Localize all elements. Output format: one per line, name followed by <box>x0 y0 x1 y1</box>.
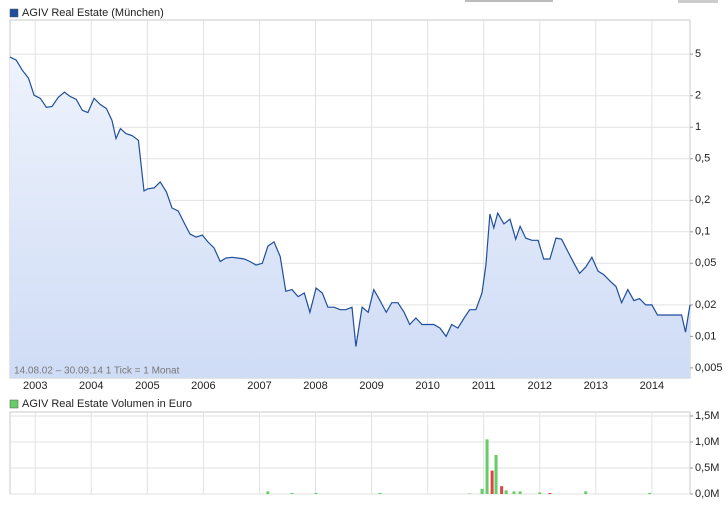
x-tick-label: 2005 <box>135 380 159 392</box>
x-tick-label: 2012 <box>528 380 552 392</box>
volume-bar <box>548 492 552 494</box>
y-tick-label: 0,2 <box>695 194 710 206</box>
area-fill <box>10 57 690 378</box>
x-tick-label: 2011 <box>472 380 496 392</box>
volume-bar <box>518 491 522 494</box>
legend-label: AGIV Real Estate Volumen in Euro <box>22 398 192 410</box>
x-tick-label: 2014 <box>640 380 664 392</box>
x-tick-label: 2004 <box>79 380 103 392</box>
legend-label: AGIV Real Estate (München) <box>22 7 164 19</box>
y-tick-label: 1,0M <box>695 436 719 448</box>
plot-area <box>9 411 691 495</box>
volume-bar <box>266 491 270 494</box>
volume-bar <box>480 488 484 494</box>
volume-bar <box>468 493 472 494</box>
volume-bar <box>584 491 588 494</box>
volume-bar <box>512 491 516 494</box>
volume-bar <box>504 490 508 494</box>
subtitle: 14.08.02 – 30.09.14 1 Tick = 1 Monat <box>14 366 180 377</box>
y-tick-label: 0,005 <box>695 362 723 374</box>
y-tick-label: 0,5M <box>695 462 719 474</box>
y-tick-label: 1 <box>695 121 701 133</box>
volume-bar <box>290 492 294 494</box>
legend-swatch <box>9 8 19 18</box>
y-tick-label: 0,1 <box>695 226 710 238</box>
x-tick-label: 2010 <box>415 380 439 392</box>
x-tick-label: 2003 <box>23 380 47 392</box>
y-tick-label: 0,0M <box>695 488 719 500</box>
volume-bar <box>648 492 652 494</box>
x-tick-label: 2008 <box>303 380 327 392</box>
y-tick-label: 2 <box>695 90 701 102</box>
y-tick-label: 1,5M <box>695 410 719 422</box>
volume-bar <box>494 455 498 494</box>
volume-bar <box>490 470 494 494</box>
volume-bar <box>485 439 489 494</box>
y-tick-label: 0,01 <box>695 330 716 342</box>
volume-bar <box>314 492 318 494</box>
x-tick-label: 2013 <box>584 380 608 392</box>
x-tick-label: 2006 <box>191 380 215 392</box>
volume-bar <box>538 492 542 494</box>
y-tick-label: 0,05 <box>695 257 716 269</box>
price-line <box>9 56 691 347</box>
y-tick-label: 0,02 <box>695 299 716 311</box>
toolbar-edge <box>678 0 718 3</box>
volume-bar <box>500 486 504 494</box>
x-tick-label: 2009 <box>359 380 383 392</box>
y-tick-label: 0,5 <box>695 153 710 165</box>
legend-swatch <box>9 399 19 409</box>
y-tick-label: 5 <box>695 48 701 60</box>
x-tick-label: 2007 <box>247 380 271 392</box>
toolbar-edge <box>465 0 553 2</box>
volume-bar <box>378 492 382 494</box>
